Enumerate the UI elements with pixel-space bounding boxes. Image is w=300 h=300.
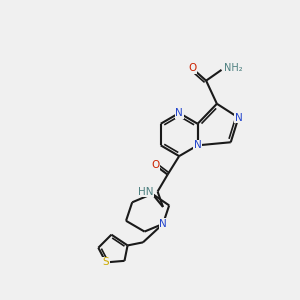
Text: NH₂: NH₂ — [224, 63, 242, 73]
Text: O: O — [151, 160, 159, 170]
Text: S: S — [103, 257, 109, 267]
Text: O: O — [188, 63, 196, 73]
Text: N: N — [175, 108, 183, 118]
Text: N: N — [159, 219, 167, 229]
Text: N: N — [235, 112, 242, 123]
Text: HN: HN — [138, 187, 154, 196]
Text: N: N — [194, 140, 202, 150]
